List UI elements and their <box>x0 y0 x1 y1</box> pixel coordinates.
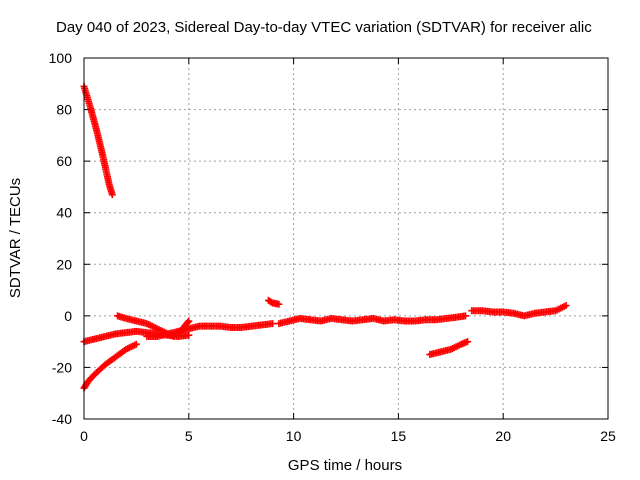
x-tick-label: 15 <box>391 428 407 444</box>
x-tick-label: 20 <box>495 428 511 444</box>
y-tick-label: -40 <box>52 411 72 427</box>
x-axis-label: GPS time / hours <box>288 457 402 474</box>
y-tick-label: 60 <box>56 153 72 169</box>
data-point <box>562 302 570 310</box>
data-point <box>461 312 469 320</box>
y-tick-label: 20 <box>56 256 72 272</box>
chart-title: Day 040 of 2023, Sidereal Day-to-day VTE… <box>56 19 592 36</box>
x-tick-label: 5 <box>185 428 193 444</box>
axis-ticks: 0 5 10 15 20 25 -40 -20 0 20 40 60 80 100 <box>49 50 616 444</box>
data-point <box>108 191 116 199</box>
data-point <box>464 338 472 346</box>
y-tick-label: 0 <box>64 308 72 324</box>
data-point <box>275 300 283 308</box>
data-points <box>80 82 570 392</box>
x-tick-label: 25 <box>600 428 616 444</box>
data-point <box>269 320 277 328</box>
data-point <box>132 340 140 348</box>
y-tick-label: 80 <box>56 102 72 118</box>
x-tick-label: 0 <box>80 428 88 444</box>
y-tick-label: -20 <box>52 359 72 375</box>
y-axis-label: SDTVAR / TECUs <box>7 178 24 298</box>
y-tick-label: 40 <box>56 205 72 221</box>
data-point <box>185 331 193 339</box>
y-tick-label: 100 <box>49 50 73 66</box>
data-point <box>184 318 192 326</box>
x-tick-label: 10 <box>286 428 302 444</box>
grid-lines <box>84 58 608 419</box>
data-point <box>185 317 193 325</box>
plot-frame <box>83 57 609 420</box>
